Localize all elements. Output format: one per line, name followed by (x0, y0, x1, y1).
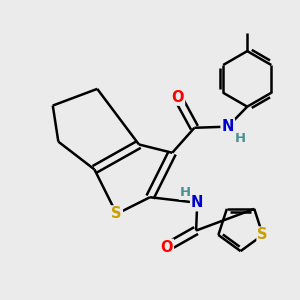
Text: H: H (179, 186, 191, 199)
Text: H: H (234, 132, 246, 146)
Text: O: O (160, 240, 173, 255)
Text: S: S (111, 206, 122, 221)
Text: N: N (191, 195, 203, 210)
Text: S: S (257, 227, 268, 242)
Text: O: O (172, 90, 184, 105)
Text: N: N (222, 119, 234, 134)
